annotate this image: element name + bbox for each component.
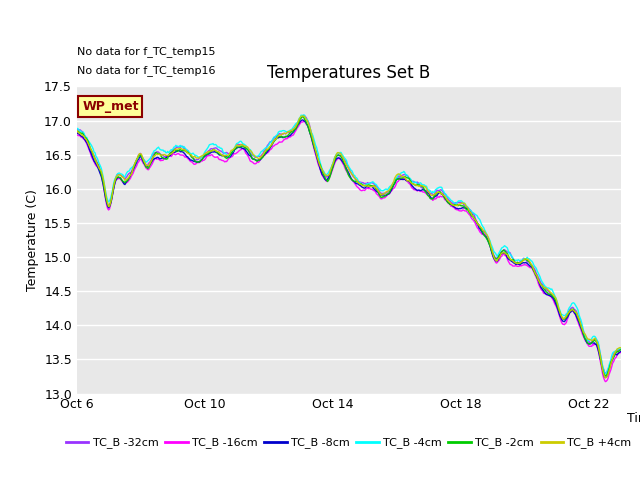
Title: Temperatures Set B: Temperatures Set B [267,64,431,82]
Legend: TC_B -32cm, TC_B -16cm, TC_B -8cm, TC_B -4cm, TC_B -2cm, TC_B +4cm: TC_B -32cm, TC_B -16cm, TC_B -8cm, TC_B … [62,433,636,453]
Text: No data for f_TC_temp15: No data for f_TC_temp15 [77,47,215,58]
Text: WP_met: WP_met [82,100,139,113]
Text: No data for f_TC_temp16: No data for f_TC_temp16 [77,65,215,76]
Y-axis label: Temperature (C): Temperature (C) [26,189,38,291]
X-axis label: Time: Time [627,412,640,425]
